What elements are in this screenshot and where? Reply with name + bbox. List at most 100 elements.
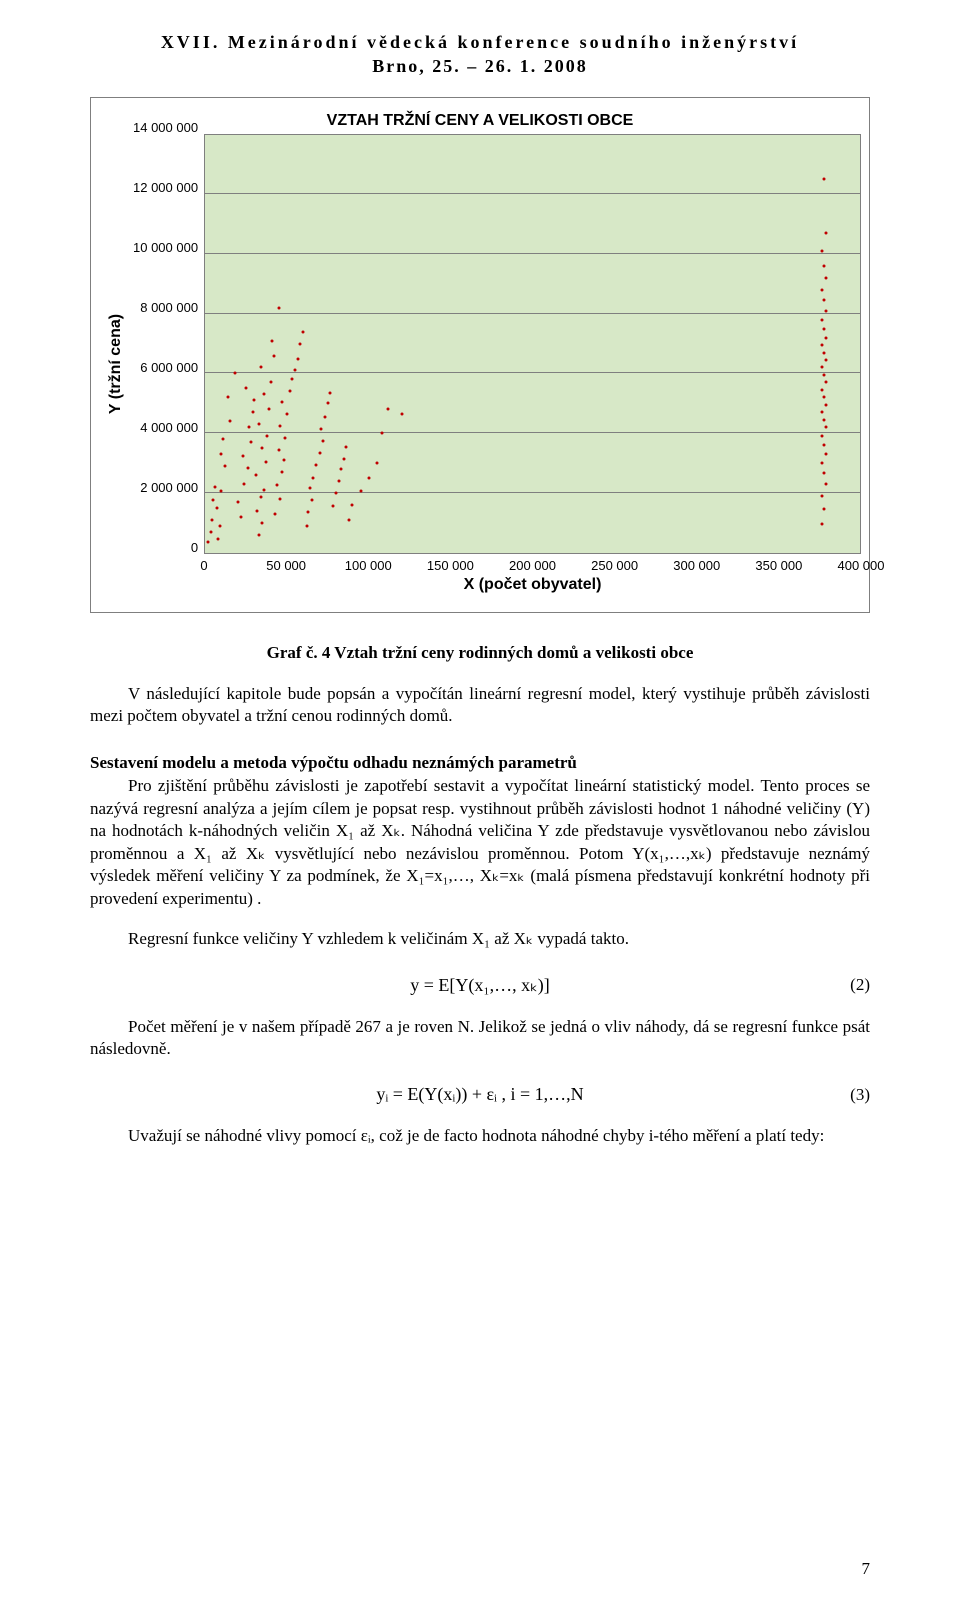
data-point [323,415,326,418]
data-point [321,439,324,442]
data-point [824,453,827,456]
data-point [821,494,824,497]
data-point [284,436,287,439]
data-point [318,451,321,454]
data-point [251,411,254,414]
data-point [297,357,300,360]
chart-ylabel: Y (tržní cena) [107,314,125,414]
chart-yticks: 14 000 00012 000 00010 000 0008 000 0006… [133,134,204,554]
data-point [335,491,338,494]
data-point [328,391,331,394]
data-point [821,411,824,414]
data-point [822,373,825,376]
data-point [822,351,825,354]
data-point [822,396,825,399]
paragraph-2: Pro zjištění průběhu závislosti je zapot… [90,775,870,910]
data-point [821,523,824,526]
data-point [215,506,218,509]
data-point [822,508,825,511]
data-point [824,336,827,339]
data-point [258,423,261,426]
data-point [338,479,341,482]
header-line-2: Brno, 25. – 26. 1. 2008 [90,54,870,78]
data-point [359,490,362,493]
data-point [218,524,221,527]
data-point [236,500,239,503]
data-point [821,344,824,347]
equation-2-body: y = E[Y(x₁,…, xₖ)] [410,975,550,996]
data-point [387,408,390,411]
data-point [259,496,262,499]
data-point [281,400,284,403]
data-point [243,482,246,485]
data-point [228,420,231,423]
data-point [312,476,315,479]
data-point [264,460,267,463]
figure-caption: Graf č. 4 Vztah tržní ceny rodinných dom… [90,643,870,663]
data-point [822,472,825,475]
data-point [331,505,334,508]
page-header: XVII. Mezinárodní vědecká konference sou… [90,30,870,79]
data-point [261,521,264,524]
data-point [822,444,825,447]
data-point [207,541,210,544]
data-point [821,388,824,391]
data-point [822,264,825,267]
data-point [821,250,824,253]
data-point [227,396,230,399]
equation-3-body: yᵢ = E(Y(xᵢ)) + εᵢ , i = 1,…,N [376,1084,583,1105]
paragraph-1: V následující kapitole bude popsán a vyp… [90,683,870,728]
data-point [274,512,277,515]
data-point [246,466,249,469]
data-point [351,503,354,506]
data-point [263,393,266,396]
body-text: V následující kapitole bude popsán a vyp… [90,683,870,1148]
data-point [241,454,244,457]
data-point [305,524,308,527]
data-point [315,463,318,466]
data-point [269,381,272,384]
data-point [822,178,825,181]
data-point [824,482,827,485]
chart-title: VZTAH TRŽNÍ CENY A VELIKOSTI OBCE [99,112,861,130]
data-point [266,435,269,438]
data-point [249,441,252,444]
data-point [821,318,824,321]
data-point [299,342,302,345]
header-line-1: XVII. Mezinárodní vědecká konference sou… [90,30,870,54]
data-point [367,476,370,479]
data-point [240,515,243,518]
equation-2-number: (2) [850,975,870,995]
paragraph-4: Počet měření je v našem případě 267 a je… [90,1016,870,1061]
data-point [267,408,270,411]
data-point [821,366,824,369]
equation-2: y = E[Y(x₁,…, xₖ)] (2) [90,975,870,996]
data-point [290,378,293,381]
data-point [258,533,261,536]
equation-3-number: (3) [850,1085,870,1105]
page-number: 7 [862,1559,871,1579]
data-point [294,369,297,372]
equation-3: yᵢ = E(Y(xᵢ)) + εᵢ , i = 1,…,N (3) [90,1084,870,1105]
data-point [400,412,403,415]
data-point [217,538,220,541]
section-heading: Sestavení modelu a metoda výpočtu odhadu… [90,753,870,773]
data-point [326,402,329,405]
data-point [209,530,212,533]
chart-plot-area [204,134,861,554]
data-point [824,359,827,362]
data-point [308,487,311,490]
data-point [320,427,323,430]
data-point [824,403,827,406]
data-point [277,306,280,309]
data-point [220,453,223,456]
data-point [824,276,827,279]
data-point [272,354,275,357]
data-point [254,473,257,476]
data-point [344,445,347,448]
data-point [223,465,226,468]
data-point [824,426,827,429]
data-point [211,518,214,521]
paragraph-3: Regresní funkce veličiny Y vzhledem k ve… [90,928,870,950]
chart-xlabel: X (počet obyvatel) [204,576,861,594]
